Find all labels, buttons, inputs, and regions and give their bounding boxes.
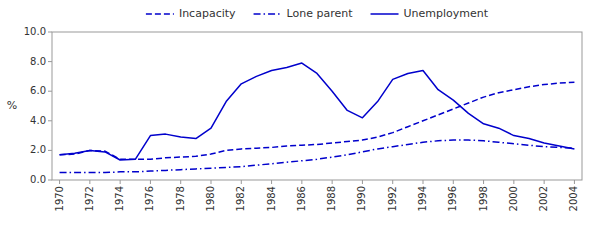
x-tick: [211, 180, 212, 184]
y-tick-label: 6.0: [30, 85, 46, 96]
legend-label: Unemployment: [404, 7, 489, 20]
x-tick-label: 1976: [144, 186, 155, 211]
y-tick: [48, 91, 52, 92]
x-tick-label: 2000: [508, 186, 519, 211]
legend-item: Unemployment: [371, 7, 489, 20]
y-tick: [48, 180, 52, 181]
x-tick: [180, 180, 181, 184]
legend-item: Lone parent: [254, 7, 354, 20]
legend-swatch: [254, 13, 282, 15]
x-tick-label: 1996: [447, 186, 458, 211]
y-tick: [48, 150, 52, 151]
x-tick: [241, 180, 242, 184]
x-tick: [362, 180, 363, 184]
y-tick-label: 8.0: [30, 56, 46, 67]
series-line: [60, 63, 575, 160]
x-tick-label: 1978: [175, 186, 186, 211]
x-tick: [423, 180, 424, 184]
legend-label: Lone parent: [287, 7, 354, 20]
lines: [60, 63, 575, 173]
x-tick-label: 1990: [356, 186, 367, 211]
x-tick: [59, 180, 60, 184]
x-tick: [271, 180, 272, 184]
x-tick-label: 1974: [114, 186, 125, 211]
x-tick: [150, 180, 151, 184]
plot-frame: [52, 32, 582, 180]
legend: Incapacity Lone parent Unemployment: [146, 7, 489, 20]
legend-item: Incapacity: [146, 7, 236, 20]
y-tick: [48, 61, 52, 62]
x-tick: [332, 180, 333, 184]
y-tick-label: 0.0: [30, 174, 46, 185]
x-tick-label: 1982: [235, 186, 246, 211]
x-tick-label: 1972: [84, 186, 95, 211]
x-axis: 1970 1972 1974 1976 1978 1980 1982 1984 1986 1988…: [54, 180, 580, 211]
x-tick-label: 2002: [538, 186, 549, 211]
x-tick-label: 1998: [478, 186, 489, 211]
x-tick: [513, 180, 514, 184]
x-tick: [301, 180, 302, 184]
y-tick: [48, 32, 52, 33]
x-tick: [483, 180, 484, 184]
legend-label: Incapacity: [179, 7, 236, 20]
y-axis: 0.0 2.0 4.0 6.0 8.0 10.0: [24, 26, 52, 185]
x-tick-label: 2004: [568, 186, 579, 211]
x-tick: [574, 180, 575, 184]
legend-swatch: [371, 13, 399, 15]
x-tick-label: 1992: [387, 186, 398, 211]
x-tick-label: 1994: [417, 186, 428, 211]
x-tick: [392, 180, 393, 184]
x-tick-label: 1980: [205, 186, 216, 211]
x-tick: [453, 180, 454, 184]
y-tick-label: 10.0: [24, 26, 46, 37]
y-tick-label: 2.0: [30, 144, 46, 155]
x-tick-label: 1988: [326, 186, 337, 211]
x-tick: [120, 180, 121, 184]
x-tick-label: 1984: [266, 186, 277, 211]
chart: 0.02.04.06.08.010.0197019721974197619781…: [0, 0, 594, 225]
legend-swatch: [146, 13, 174, 15]
y-tick-label: 4.0: [30, 115, 46, 126]
x-tick: [544, 180, 545, 184]
x-tick-label: 1986: [296, 186, 307, 211]
series-line: [60, 82, 575, 159]
y-tick: [48, 120, 52, 121]
y-axis-label: %: [7, 99, 17, 112]
x-tick-label: 1970: [54, 186, 65, 211]
x-tick: [89, 180, 90, 184]
